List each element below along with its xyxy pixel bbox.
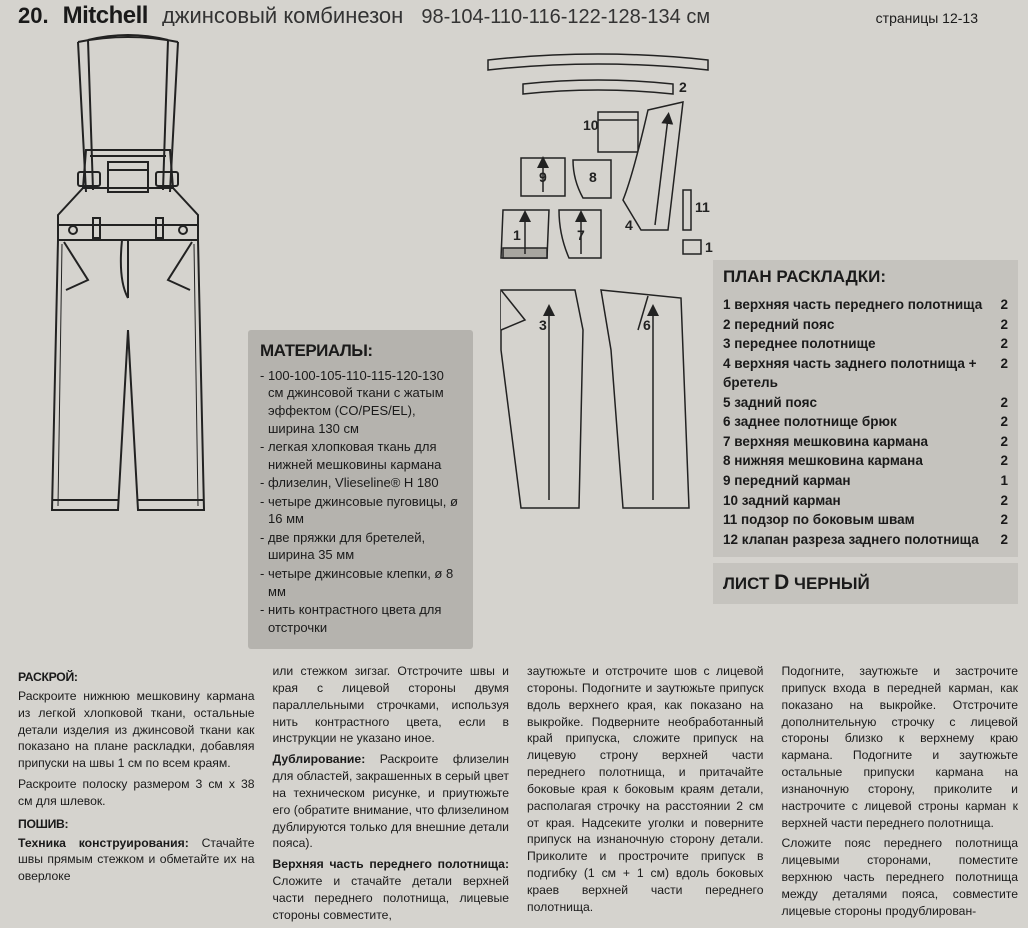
sheet-reference-box: ЛИСТ D ЧЕРНЫЙ bbox=[713, 563, 1018, 603]
svg-text:1: 1 bbox=[513, 227, 521, 243]
plan-row: 3 переднее полотнище2 bbox=[723, 334, 1008, 354]
sewing-heading: ПОШИВ: bbox=[18, 816, 255, 833]
pattern-name: Mitchell bbox=[63, 0, 148, 26]
plan-row: 1 верхняя часть переднего полотнища2 bbox=[723, 295, 1008, 315]
upper-front-text: Сложите и стачайте детали верхней части … bbox=[273, 874, 510, 922]
plan-row: 5 задний пояс2 bbox=[723, 393, 1008, 413]
plan-row: 11 подзор по боковым швам2 bbox=[723, 510, 1008, 530]
cutting-plan-title: ПЛАН РАСКЛАДКИ: bbox=[723, 266, 1008, 289]
sheet-prefix: ЛИСТ bbox=[723, 574, 774, 593]
cutting-paragraph-2: Раскроите полоску размером 3 см х 38 см … bbox=[18, 776, 255, 810]
svg-text:12: 12 bbox=[705, 239, 713, 255]
instructions-col-2: или стежком зигзаг. Отстрочите швы и кра… bbox=[273, 663, 510, 927]
instructions-columns: РАСКРОЙ: Раскроите нижнюю мешковину карм… bbox=[18, 663, 1018, 927]
material-item: - 100-100-105-110-115-120-130 см джинсов… bbox=[260, 367, 461, 437]
plan-row: 9 передний карман1 bbox=[723, 471, 1008, 491]
plan-row: 7 верхняя мешковина кармана2 bbox=[723, 432, 1008, 452]
pattern-sizes: 98-104-110-116-122-128-134 см bbox=[421, 4, 710, 26]
construction-label: Техника конструирования: bbox=[18, 836, 189, 850]
plan-row: 6 заднее полотнище брюк2 bbox=[723, 412, 1008, 432]
instructions-col-4: Подогните, заутюжьте и застрочите припус… bbox=[782, 663, 1019, 927]
material-item: - четыре джинсовые клепки, ø 8 мм bbox=[260, 565, 461, 600]
material-item: - нить контрастного цвета для отстрочки bbox=[260, 601, 461, 636]
pattern-subtitle: джинсовый комбинезон bbox=[162, 1, 403, 26]
material-item: - флизелин, Vlieseline® H 180 bbox=[260, 474, 461, 492]
instructions-col-3: заутюжьте и отстрочите шов с лицевой сто… bbox=[527, 663, 764, 927]
material-item: - легкая хлопковая ткань для нижней мешк… bbox=[260, 438, 461, 473]
col4-text-b: Сложите пояс переднего полотнища лицевым… bbox=[782, 835, 1019, 919]
pattern-number: 20. bbox=[18, 1, 49, 26]
svg-text:8: 8 bbox=[589, 169, 597, 185]
svg-text:10: 10 bbox=[583, 117, 599, 133]
material-item: - четыре джинсовые пуговицы, ø 16 мм bbox=[260, 493, 461, 528]
svg-text:3: 3 bbox=[539, 317, 547, 333]
svg-text:4: 4 bbox=[625, 217, 633, 233]
cutting-plan-box: ПЛАН РАСКЛАДКИ: 1 верхняя часть переднег… bbox=[713, 260, 1018, 557]
instructions-col-1: РАСКРОЙ: Раскроите нижнюю мешковину карм… bbox=[18, 663, 255, 927]
cutting-paragraph: Раскроите нижнюю мешковину кармана из ле… bbox=[18, 688, 255, 772]
cutting-layout-diagram: 5 2 10 9 8 bbox=[483, 30, 703, 649]
doubling-label: Дублирование: bbox=[273, 752, 366, 766]
materials-title: МАТЕРИАЛЫ: bbox=[260, 340, 461, 363]
upper-front-label: Верхняя часть переднего полотнища: bbox=[273, 857, 510, 871]
plan-row: 4 верхняя часть заднего полотнища + брет… bbox=[723, 354, 1008, 393]
garment-illustration bbox=[18, 30, 238, 530]
plan-row: 12 клапан разреза заднего полотнища2 bbox=[723, 530, 1008, 550]
col4-text-a: Подогните, заутюжьте и застрочите припус… bbox=[782, 663, 1019, 831]
col2-text-a: или стежком зигзаг. Отстрочите швы и кра… bbox=[273, 663, 510, 747]
plan-row: 10 задний карман2 bbox=[723, 491, 1008, 511]
plan-row: 8 нижняя мешковина кармана2 bbox=[723, 451, 1008, 471]
header: 20. Mitchell джинсовый комбинезон 98-104… bbox=[18, 0, 1018, 26]
svg-text:2: 2 bbox=[679, 79, 687, 95]
doubling-text: Раскроите флизелин для областей, закраше… bbox=[273, 752, 510, 850]
col3-text: заутюжьте и отстрочите шов с лицевой сто… bbox=[527, 663, 764, 915]
materials-box: МАТЕРИАЛЫ: - 100-100-105-110-115-120-130… bbox=[248, 330, 473, 649]
plan-row: 2 передний пояс2 bbox=[723, 315, 1008, 335]
page-reference: страницы 12-13 bbox=[876, 9, 978, 26]
svg-text:11: 11 bbox=[695, 199, 710, 215]
cutting-heading: РАСКРОЙ: bbox=[18, 669, 255, 686]
sheet-suffix: ЧЕРНЫЙ bbox=[789, 574, 869, 593]
sheet-letter: D bbox=[774, 571, 789, 594]
svg-text:6: 6 bbox=[643, 317, 651, 333]
material-item: - две пряжки для бретелей, ширина 35 мм bbox=[260, 529, 461, 564]
